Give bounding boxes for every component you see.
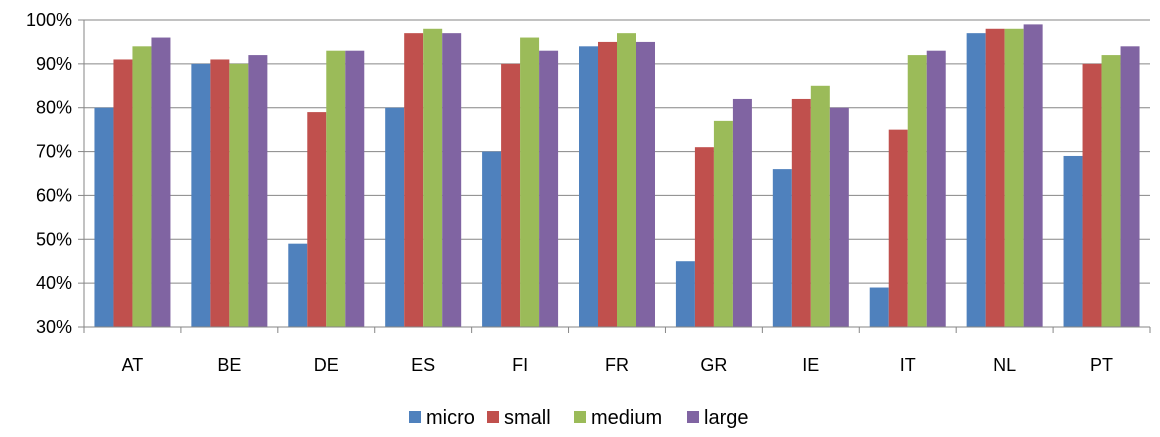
x-tick-label: AT — [122, 355, 144, 375]
bar-micro-BE — [191, 63, 211, 327]
legend: micro small medium large — [409, 407, 748, 429]
bars — [94, 24, 1140, 328]
y-tick-label: 80% — [36, 98, 72, 118]
bar-micro-AT — [94, 107, 114, 327]
bar-micro-NL — [966, 33, 986, 328]
y-tick-label: 90% — [36, 54, 72, 74]
bar-micro-IT — [869, 287, 889, 327]
legend-label-large: large — [704, 407, 748, 429]
bar-large-DE — [345, 50, 365, 327]
bar-large-NL — [1023, 24, 1043, 328]
bar-medium-GR — [713, 120, 733, 327]
legend-label-small: small — [504, 407, 551, 429]
bar-large-GR — [732, 98, 752, 327]
legend-swatch-micro — [409, 411, 421, 423]
x-tick-label: FI — [512, 355, 528, 375]
bar-small-ES — [404, 33, 424, 328]
x-tick-label: NL — [993, 355, 1016, 375]
x-tick-label: IT — [900, 355, 916, 375]
axes: 30% 40% 50% 60% 70% 80% 90% 100% AT BE DE ES FI FR GR I… — [26, 10, 1151, 375]
bar-micro-PT — [1063, 155, 1083, 327]
x-tick-label: GR — [700, 355, 727, 375]
bar-micro-FR — [579, 46, 598, 328]
y-tick-label: 100% — [26, 10, 72, 30]
bar-micro-DE — [288, 243, 308, 327]
bar-large-FI — [539, 50, 559, 327]
bar-large-AT — [151, 37, 171, 328]
bar-medium-FR — [617, 33, 636, 328]
bar-micro-IE — [772, 169, 792, 327]
bar-medium-FI — [520, 37, 540, 328]
legend-label-micro: micro — [426, 407, 475, 429]
bar-medium-BE — [229, 63, 249, 327]
bar-medium-DE — [326, 50, 346, 327]
y-tick-label: 30% — [36, 317, 72, 337]
bar-small-FR — [598, 41, 617, 328]
bar-small-PT — [1082, 63, 1102, 327]
legend-swatch-large — [687, 411, 699, 423]
y-tick-label: 40% — [36, 273, 72, 293]
bar-medium-PT — [1101, 55, 1121, 327]
bar-large-IT — [926, 50, 946, 327]
bar-small-FI — [501, 63, 521, 327]
bar-small-NL — [985, 28, 1005, 328]
bar-medium-IT — [907, 55, 927, 327]
x-tick-label: FR — [605, 355, 629, 375]
x-tick-label: BE — [217, 355, 241, 375]
bar-large-ES — [442, 33, 462, 328]
bar-micro-GR — [675, 261, 695, 327]
bar-medium-AT — [132, 46, 152, 328]
x-tick-label: IE — [802, 355, 819, 375]
bar-medium-IE — [810, 85, 830, 328]
bar-medium-NL — [1004, 28, 1024, 328]
x-tick-label: PT — [1090, 355, 1113, 375]
bar-small-AT — [113, 59, 133, 327]
bar-small-GR — [694, 147, 714, 327]
bar-large-IE — [829, 107, 849, 327]
legend-swatch-medium — [574, 411, 586, 423]
bar-small-IT — [888, 129, 908, 327]
bar-small-BE — [210, 59, 230, 327]
bar-medium-ES — [423, 28, 443, 328]
legend-swatch-small — [487, 411, 499, 423]
bar-micro-ES — [385, 107, 405, 327]
bar-micro-FI — [482, 151, 502, 327]
y-tick-label: 60% — [36, 185, 72, 205]
bar-large-PT — [1120, 46, 1140, 328]
y-tick-label: 50% — [36, 229, 72, 249]
x-tick-label: ES — [411, 355, 435, 375]
bar-small-IE — [791, 98, 811, 327]
y-tick-label: 70% — [36, 142, 72, 162]
x-tick-label: DE — [314, 355, 339, 375]
bar-small-DE — [307, 112, 327, 327]
bar-large-BE — [248, 55, 268, 327]
bar-large-FR — [636, 41, 655, 328]
legend-label-medium: medium — [591, 407, 662, 429]
